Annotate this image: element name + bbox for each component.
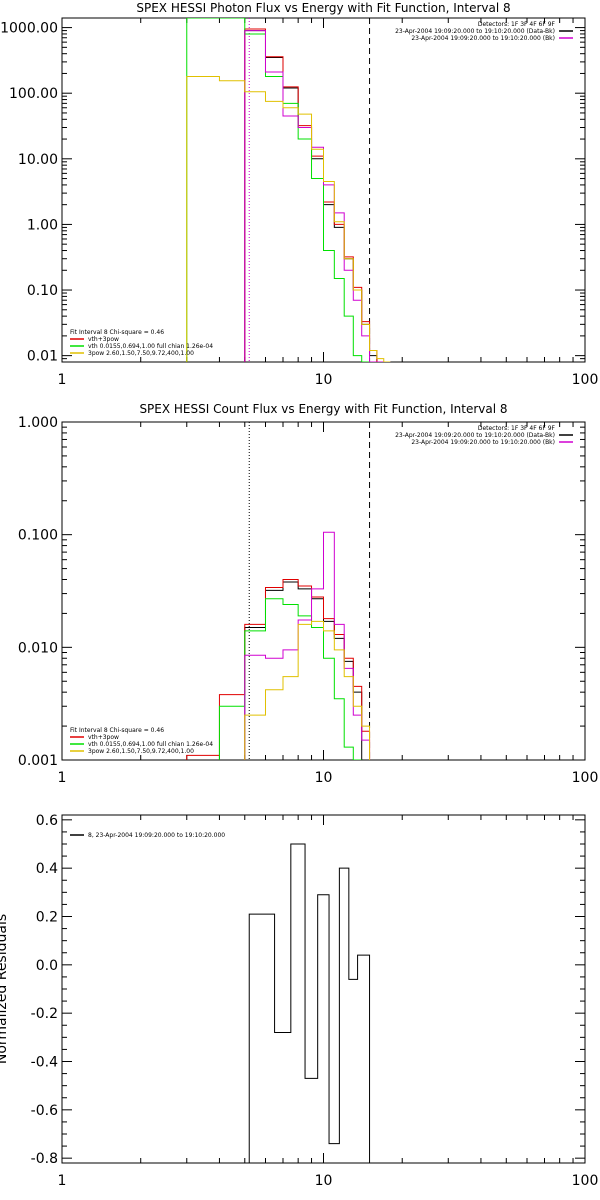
y-tick-label: 0.6 <box>36 813 58 829</box>
y-tick-label: -0.2 <box>31 1006 58 1022</box>
y-tick-label: 1.00 <box>27 217 58 233</box>
y-tick-label: 0.100 <box>18 528 58 544</box>
legend-entry: vth+3pow <box>88 734 119 741</box>
series-black-histogram <box>244 581 363 760</box>
x-tick-label: 1 <box>58 770 67 786</box>
y-tick-label: 100.00 <box>9 86 58 102</box>
y-tick-label: 10.00 <box>18 152 58 168</box>
series-yellow-histogram <box>244 620 371 760</box>
y-tick-label: 0.001 <box>18 753 58 769</box>
count-flux-panel: SPEX HESSI Count Flux vs Energy with Fit… <box>18 402 598 786</box>
series-green-histogram <box>218 598 362 760</box>
y-tick-label: 0.010 <box>18 640 58 656</box>
series-yellow-histogram <box>186 75 391 362</box>
y-tick-label: 0.01 <box>27 349 58 365</box>
detectors-label: Detectors: 1F 3F 4F 6F 9F <box>478 21 556 28</box>
y-tick-label: -0.8 <box>31 1151 58 1167</box>
legend-entry: 23-Apr-2004 19:09:20.000 to 19:10:20.000… <box>411 439 555 446</box>
y-tick-label: -0.6 <box>31 1103 58 1119</box>
legend-entry: 8, 23-Apr-2004 19:09:20.000 to 19:10:20.… <box>88 832 225 839</box>
y-tick-label: 0.10 <box>27 283 58 299</box>
series-red-histogram <box>186 579 371 760</box>
plot-frame <box>61 421 586 761</box>
series-magenta-histogram <box>244 30 391 362</box>
series-black-histogram <box>248 843 371 1163</box>
legend-entry: 23-Apr-2004 19:09:20.000 to 19:10:20.000… <box>395 432 555 439</box>
series-magenta-histogram <box>244 531 371 760</box>
fit-label: Fit Interval 8 Chi-square = 0.46 <box>70 727 164 734</box>
legend-entry: 23-Apr-2004 19:09:20.000 to 19:10:20.000… <box>411 35 555 42</box>
x-tick-label: 100 <box>572 770 599 786</box>
plot-frame <box>61 814 586 1164</box>
legend-entry: vth+3pow <box>88 336 119 343</box>
x-tick-label: 100 <box>572 372 599 388</box>
y-tick-label: 0.0 <box>36 958 58 974</box>
x-tick-label: 1 <box>58 372 67 388</box>
legend-entry: vth 0.0155,0.694,1.00 full chian 1.26e-0… <box>88 741 213 748</box>
plot-area <box>186 18 391 362</box>
x-tick-label: 10 <box>315 770 333 786</box>
chart-title: SPEX HESSI Photon Flux vs Energy with Fi… <box>136 1 510 15</box>
y-axis-label: Normalized Residuals <box>0 914 10 1064</box>
y-tick-label: 1.000 <box>18 415 58 431</box>
residuals-panel: 1 10 100 0.6 0.4 0.2 0.0 -0.2 -0.4 -0.6 -0.8 Normal… <box>0 813 598 1189</box>
x-tick-label: 1 <box>58 1173 67 1189</box>
photon-flux-panel: SPEX HESSI Photon Flux vs Energy with Fi… <box>0 1 598 388</box>
y-tick-label: 0.2 <box>36 910 58 926</box>
series-red-histogram <box>244 28 391 362</box>
y-tick-label: 0.4 <box>36 861 58 877</box>
plot-area <box>186 422 371 760</box>
chart-title: SPEX HESSI Count Flux vs Energy with Fit… <box>139 402 507 416</box>
plot-area <box>248 843 371 1163</box>
series-green-histogram <box>186 18 391 362</box>
legend-entry: vth 0.0155,0.694,1.00 full chian 1.26e-0… <box>88 343 213 350</box>
y-tick-label: 1000.00 <box>0 21 58 37</box>
series-black-histogram <box>244 30 391 362</box>
y-tick-label: -0.4 <box>31 1055 58 1071</box>
detectors-label: Detectors: 1F 3F 4F 6F 9F <box>478 425 556 432</box>
legend-entry: 3pow 2.60,1.50,7.50,9.72,400,1.00 <box>88 350 194 357</box>
legend-entry: 23-Apr-2004 19:09:20.000 to 19:10:20.000… <box>395 28 555 35</box>
x-tick-label: 10 <box>315 372 333 388</box>
fit-label: Fit Interval 8 Chi-square = 0.46 <box>70 329 164 336</box>
x-tick-label: 10 <box>315 1173 333 1189</box>
legend-entry: 3pow 2.60,1.50,7.50,9.72,400,1.00 <box>88 748 194 755</box>
x-tick-label: 100 <box>572 1173 599 1189</box>
